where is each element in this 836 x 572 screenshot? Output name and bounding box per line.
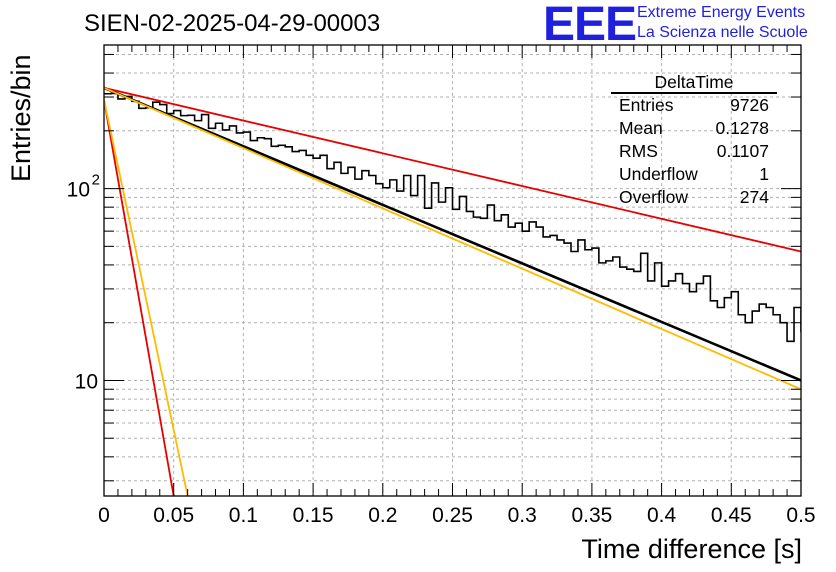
x-tick-label: 0.2	[368, 504, 397, 527]
histogram-steps	[104, 92, 801, 343]
x-tick-label: 0.1	[229, 504, 258, 527]
logo-subtitle-line1: Extreme Energy Events	[637, 4, 806, 21]
stats-label: Mean	[619, 118, 663, 138]
stats-row-mean: Mean 0.1278	[611, 117, 777, 140]
x-tick-label: 0.4	[647, 504, 677, 527]
stats-label: Underflow	[619, 164, 698, 184]
stats-title: DeltaTime	[611, 72, 777, 94]
stats-value: 0.1107	[716, 141, 769, 161]
x-tick-label: 0.35	[571, 504, 612, 527]
fit-curve	[104, 86, 801, 391]
stats-row-rms: RMS 0.1107	[611, 140, 777, 163]
x-tick-label: 0.25	[432, 504, 473, 527]
logo-subtitle-line2: La Scienza nelle Scuole	[637, 24, 808, 41]
stats-value: 274	[739, 187, 769, 207]
fit-curve	[104, 86, 801, 253]
x-axis-label: Time difference [s]	[581, 534, 802, 564]
stats-value: 9726	[730, 95, 769, 115]
stats-label: Overflow	[619, 187, 689, 207]
stats-row-entries: Entries 9726	[611, 94, 777, 117]
fit-curve	[104, 99, 189, 496]
y-tick-exponent: 2	[92, 172, 100, 189]
x-tick-label: 0.5	[786, 504, 815, 527]
stats-row-overflow: Overflow 274	[611, 186, 777, 209]
fit-curve	[104, 99, 175, 496]
eee-logo: EEE	[543, 0, 637, 51]
stats-box: DeltaTime Entries 9726 Mean 0.1278 RMS 0…	[611, 72, 777, 209]
stats-row-underflow: Underflow 1	[611, 163, 777, 186]
y-tick-label: 10	[67, 179, 90, 202]
x-tick-label: 0	[98, 504, 110, 527]
fit-curve	[104, 86, 801, 382]
y-tick-label: 10	[75, 370, 98, 393]
stats-label: Entries	[619, 95, 674, 115]
x-tick-label: 0.15	[293, 504, 334, 527]
stats-value: 1	[759, 164, 769, 184]
stats-value: 0.1278	[715, 118, 769, 138]
y-axis-label: Entries/bin	[6, 54, 36, 182]
x-tick-label: 0.05	[153, 504, 194, 527]
x-tick-label: 0.3	[508, 504, 537, 527]
chart-title: SIEN-02-2025-04-29-00003	[84, 10, 381, 37]
x-tick-label: 0.45	[711, 504, 752, 527]
stats-label: RMS	[619, 141, 658, 161]
